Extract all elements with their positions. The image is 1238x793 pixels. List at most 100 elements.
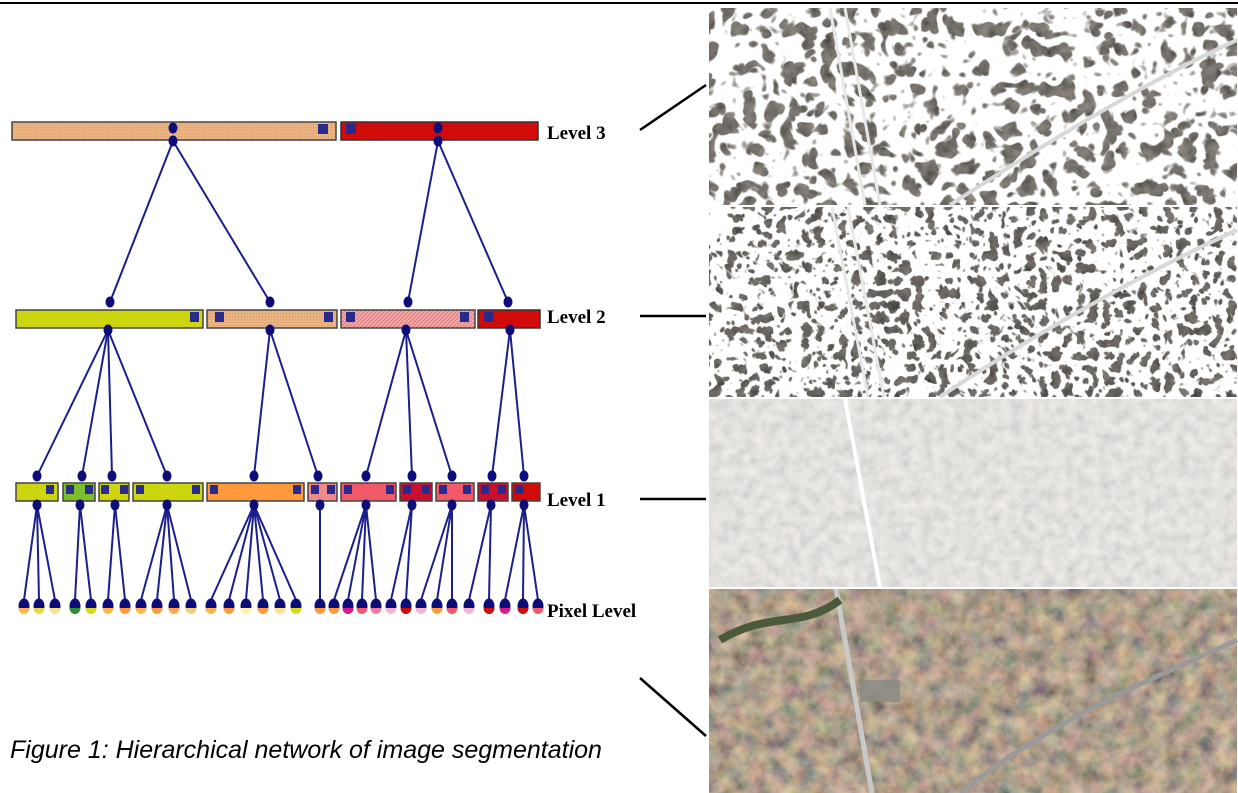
hierarchy-node: [32, 499, 42, 511]
hierarchy-node: [433, 135, 443, 147]
hierarchy-node: [105, 296, 115, 308]
hierarchy-node: [407, 499, 417, 511]
pixel-node: [385, 598, 397, 614]
pixel-node: [314, 598, 326, 614]
hierarchy-nodes: [32, 122, 529, 511]
hierarchy-node: [401, 324, 411, 336]
satellite-pixel-image: [709, 588, 1238, 793]
hierarchy-link: [74, 504, 81, 601]
hierarchy-link: [491, 329, 511, 477]
hierarchy-node: [361, 470, 371, 482]
level-2-connector: [460, 312, 469, 322]
hierarchy-node: [265, 324, 275, 336]
pixel-level-pointer: [639, 677, 707, 737]
pixel-node: [342, 598, 354, 614]
hierarchy-node: [433, 122, 443, 134]
hierarchy-link: [36, 504, 56, 601]
pointer-lines: [639, 83, 707, 737]
hierarchy-link: [504, 504, 525, 601]
hierarchy-link: [166, 504, 175, 601]
level-2-label: Level 2: [547, 307, 606, 328]
hierarchy-link: [23, 504, 38, 601]
pixel-node: [102, 598, 114, 614]
hierarchy-link: [36, 329, 109, 477]
pixel-node: [168, 598, 180, 614]
hierarchy-link: [405, 329, 413, 477]
segmentation-level-3-image: [709, 7, 1238, 207]
hierarchy-link: [81, 329, 109, 477]
level-1-segments: [15, 482, 541, 502]
pixel-node: [257, 598, 269, 614]
hierarchy-link: [36, 504, 40, 601]
hierarchy-link: [436, 504, 453, 601]
hierarchy-node: [265, 296, 275, 308]
hierarchy-node: [519, 470, 529, 482]
hierarchy-node: [249, 470, 259, 482]
hierarchy-links: [23, 140, 539, 601]
hierarchy-link: [114, 504, 126, 601]
hierarchy-node: [403, 296, 413, 308]
image-stack: [709, 7, 1238, 793]
hierarchy-node: [313, 470, 323, 482]
hierarchy-node: [103, 324, 113, 336]
hierarchy-link: [509, 329, 525, 477]
pixel-node: [185, 598, 197, 614]
pixel-node: [356, 598, 368, 614]
hierarchy-link: [420, 504, 453, 601]
hierarchy-link: [107, 329, 168, 477]
pixel-node: [415, 598, 427, 614]
hierarchy-link: [156, 504, 168, 601]
pixel-level-dots: [18, 598, 544, 614]
hierarchy-link: [253, 504, 297, 601]
hierarchy-link: [365, 329, 407, 477]
hierarchy-node: [447, 499, 457, 511]
pixel-node: [205, 598, 217, 614]
hierarchy-link: [228, 504, 255, 601]
pixel-node: [274, 598, 286, 614]
hierarchy-link: [523, 504, 539, 601]
hierarchy-node: [361, 499, 371, 511]
pixel-node: [18, 598, 30, 614]
hierarchy-link: [166, 504, 192, 601]
hierarchy-link: [107, 504, 116, 601]
hierarchy-link: [361, 504, 367, 601]
segmentation-level-2-image: [709, 206, 1238, 399]
level-2-segments: [15, 309, 541, 329]
hierarchy-link: [140, 504, 168, 601]
pixel-node: [49, 598, 61, 614]
figure-caption: Figure 1: Hierarchical network of image …: [10, 736, 602, 764]
hierarchy-node: [77, 470, 87, 482]
hierarchy-node: [505, 324, 515, 336]
pixel-node: [85, 598, 97, 614]
pixel-node: [151, 598, 163, 614]
hierarchy-node: [32, 470, 42, 482]
hierarchy-link: [107, 329, 113, 477]
hierarchy-link: [405, 329, 453, 477]
hierarchy-link: [468, 504, 492, 601]
pixel-node: [69, 598, 81, 614]
level-1-connectors: [46, 485, 523, 494]
hierarchy-node: [110, 499, 120, 511]
hierarchy-node: [249, 499, 259, 511]
hierarchy-node: [407, 470, 417, 482]
hierarchy-link: [405, 504, 413, 601]
hierarchy-link: [109, 140, 174, 303]
pixel-node: [431, 598, 443, 614]
hierarchy-link: [522, 504, 525, 601]
pixel-node: [33, 598, 45, 614]
level-2-connector: [215, 312, 224, 322]
hierarchy-node: [162, 470, 172, 482]
pixel-node: [400, 598, 412, 614]
pixel-node: [135, 598, 147, 614]
hierarchy-link: [172, 140, 271, 303]
hierarchy-link: [269, 329, 319, 477]
pixel-level-label: Pixel Level: [547, 601, 636, 622]
hierarchy-link: [488, 504, 492, 601]
pixel-node: [290, 598, 302, 614]
hierarchy-node: [315, 499, 325, 511]
pixel-node: [463, 598, 475, 614]
hierarchy-node: [519, 499, 529, 511]
hierarchy-link: [365, 504, 377, 601]
pixel-node: [499, 598, 511, 614]
